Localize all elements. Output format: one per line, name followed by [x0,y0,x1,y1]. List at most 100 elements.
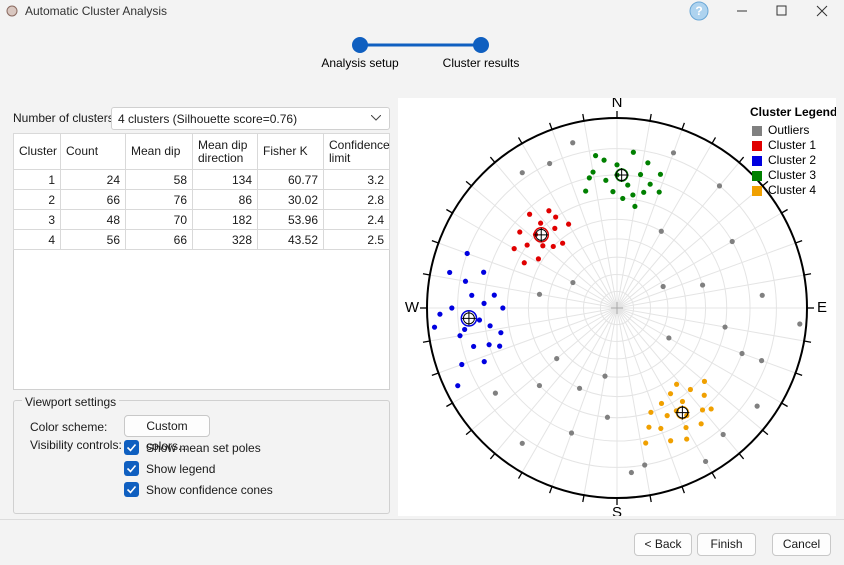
pole-point [519,440,525,446]
tick-mark [422,340,430,343]
pole-point [646,424,652,430]
pole-point [459,361,465,368]
table-cell: 2 [13,189,61,210]
table-row[interactable]: 2 66 76 86 30.02 2.8 [13,189,390,210]
grid-radial [616,129,683,309]
pole-point [754,403,760,409]
header-row: Cluster Count Mean dip Mean dip direction Fi… [13,133,390,170]
pole-point [660,283,666,290]
table-cell: 134 [192,169,258,190]
pole-point [625,182,631,188]
finish-button[interactable]: Finish [697,533,756,556]
pole-point [552,225,558,231]
pole-point [670,150,677,156]
pole-point [642,462,648,468]
maximize-button[interactable] [776,5,787,16]
step-dot[interactable] [473,37,489,53]
grid-radial [494,307,618,454]
pole-point [464,250,470,257]
grid-radial [452,307,618,404]
grid-radial [616,307,713,473]
pole-point [500,305,506,311]
pole-point [687,386,694,393]
pole-point [641,189,647,195]
tick-mark [465,180,472,187]
checkbox[interactable] [124,440,139,455]
dropdown-value[interactable]: 4 clusters (Silhouette score=0.76) [118,112,298,126]
pole-point [702,458,709,465]
pole-point [481,300,487,306]
app-icon [6,5,18,17]
tick-mark [711,472,717,479]
pole-point [610,189,616,195]
clusters-dropdown[interactable]: 4 clusters (Silhouette score=0.76) [111,107,390,130]
pole-point [469,292,475,298]
tick-mark [711,137,717,144]
close-button[interactable] [816,5,828,17]
pole-point [620,195,626,202]
grid-radial [616,185,763,309]
grid-radial [551,307,618,487]
pole-point [667,391,674,397]
pole-point [643,440,649,446]
grid-radial [583,307,618,496]
legend-label: Cluster 2 [768,153,816,167]
pole-point [657,171,664,177]
pole-point [497,343,503,349]
pole-point [628,469,634,476]
step-dot[interactable] [352,37,368,53]
help-icon[interactable]: ? [695,4,702,18]
table-cell: 66 [125,229,193,250]
pole-point [722,324,728,330]
table-row[interactable]: 3 48 70 182 53.96 2.4 [13,209,390,230]
table-cell: 76 [125,189,193,210]
table-cell: 66 [60,189,126,210]
pole-point [431,324,438,330]
pole-point [614,162,620,168]
table-cell: 86 [192,189,258,210]
grid-radial [521,307,618,473]
step-label: Analysis setup [321,56,399,70]
viewport-group [13,400,390,514]
pole-point [535,256,542,262]
cancel-button[interactable]: Cancel [772,533,831,556]
pole-point [457,333,463,339]
pole-point [540,243,546,249]
pole-point [630,149,636,155]
tick-mark [489,453,496,460]
table-row[interactable]: 1 24 58 134 60.77 3.2 [13,169,390,190]
check-mark[interactable] [124,440,139,455]
pole-point [583,188,589,194]
custom-colors-button[interactable]: Custom colors... [124,415,210,453]
grid-radial [616,307,782,404]
tick-mark [781,208,788,214]
table-cell: 70 [125,209,193,230]
tick-mark [446,208,453,214]
checkbox-label[interactable]: Show confidence cones [146,483,273,497]
pole-point [658,400,665,407]
legend-swatch [752,126,762,136]
tick-mark [582,113,585,121]
checkbox-label[interactable]: Show legend [146,462,216,476]
pole-point [590,169,596,175]
tick-mark [781,402,788,408]
group-title: Viewport settings [22,395,120,409]
legend-label: Cluster 4 [768,183,816,197]
checkbox-label[interactable]: Show mean set poles [146,441,261,455]
grid-radial [494,162,618,309]
grid-radial [583,120,618,309]
table-row[interactable]: 4 56 66 328 43.52 2.5 [13,229,390,250]
pole-point [546,208,552,214]
pole-point [570,279,576,286]
check-mark[interactable] [124,461,139,476]
grid-radial [616,212,782,309]
chevron[interactable] [371,115,381,121]
tick-mark [517,137,523,144]
back-button[interactable]: < Back [634,533,692,556]
checkbox[interactable] [124,482,139,497]
help-button[interactable] [689,1,709,21]
check-mark[interactable] [124,482,139,497]
pole-point [647,181,653,187]
checkbox[interactable] [124,461,139,476]
tick-mark [804,273,812,276]
